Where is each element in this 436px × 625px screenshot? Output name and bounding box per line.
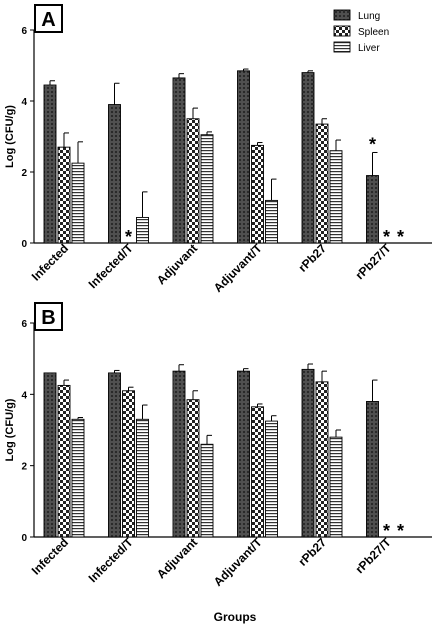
bar-lung-rpb27	[301, 368, 315, 538]
y-tick-label: 2	[21, 462, 27, 473]
bar-liver-adjuvant-t	[265, 420, 278, 538]
bar-lung-rpb27-t	[366, 175, 379, 244]
x-tick-label-adjuvant-t: Adjuvant/T	[211, 241, 265, 295]
legend-swatch-spleen	[333, 25, 351, 37]
bar-spleen-infected	[57, 384, 71, 538]
legend: Lung Spleen Liver	[333, 9, 389, 54]
bar-lung-adjuvant-t	[237, 70, 250, 244]
significance-asterisk: *	[383, 521, 390, 541]
bar-spleen-infected	[57, 146, 71, 244]
significance-asterisk: *	[397, 521, 404, 541]
y-tick-label: 0	[21, 239, 27, 250]
y-axis-title: Log (CFU/g)	[4, 398, 16, 461]
bar-lung-adjuvant	[172, 370, 186, 538]
y-tick-label: 4	[21, 97, 27, 108]
x-axis-title: Groups	[214, 610, 257, 624]
bar-spleen-rpb27	[315, 381, 329, 538]
x-tick-label-infected: Infected	[29, 535, 71, 577]
bar-lung-rpb27-t	[366, 401, 379, 538]
x-tick-label-adjuvant-t: Adjuvant/T	[211, 535, 265, 589]
bar-liver-infected	[71, 162, 85, 244]
x-tick-label-adjuvant: Adjuvant	[154, 241, 200, 287]
y-tick-label: 6	[21, 26, 27, 37]
bar-lung-rpb27	[301, 72, 315, 244]
bar-spleen-infected-t	[122, 390, 135, 538]
bar-lung-infected	[43, 84, 57, 244]
x-tick-label-infected: Infected	[29, 241, 71, 283]
bar-liver-infected	[71, 418, 85, 538]
bar-lung-adjuvant	[172, 77, 186, 244]
bar-liver-adjuvant	[200, 443, 214, 538]
legend-swatch-lung	[333, 9, 351, 21]
bar-spleen-adjuvant	[186, 399, 200, 538]
y-tick-label: 6	[21, 319, 27, 330]
bar-lung-infected-t	[108, 372, 121, 538]
bar-spleen-rpb27	[315, 123, 329, 244]
bar-lung-infected-t	[108, 104, 121, 244]
y-tick-label: 2	[21, 168, 27, 179]
x-tick-label-rpb27: rPb27	[296, 241, 330, 275]
x-tick-label-infected-t: Infected/T	[86, 241, 136, 291]
panel-label-box	[34, 4, 63, 33]
bar-liver-adjuvant	[200, 134, 214, 244]
bar-liver-infected-t	[136, 216, 149, 244]
legend-label-spleen: Spleen	[358, 27, 389, 38]
bar-lung-infected	[43, 372, 57, 538]
bar-lung-adjuvant-t	[237, 370, 250, 538]
y-tick-label: 4	[21, 390, 27, 401]
legend-label-liver: Liver	[358, 43, 380, 54]
bar-spleen-adjuvant	[186, 118, 200, 244]
panel-b: B Log (CFU/g) 0 2 4 6 Infected Infected/T Adjuva…	[4, 302, 432, 589]
significance-asterisk: *	[383, 227, 390, 247]
bar-spleen-adjuvant-t	[251, 144, 264, 244]
significance-asterisk: *	[369, 134, 376, 154]
y-axis-title: Log (CFU/g)	[4, 105, 16, 168]
y-tick-label: 0	[21, 533, 27, 544]
bar-liver-adjuvant-t	[265, 199, 278, 244]
x-tick-label-rpb27: rPb27	[296, 535, 330, 569]
x-tick-label-adjuvant: Adjuvant	[154, 535, 200, 581]
bar-liver-rpb27	[329, 436, 343, 538]
legend-swatch-liver	[333, 41, 351, 53]
bar-liver-infected-t	[136, 418, 149, 538]
panel-label-box	[34, 302, 63, 331]
significance-asterisk: *	[125, 227, 132, 247]
legend-label-lung: Lung	[358, 11, 380, 22]
panel-label: A	[41, 9, 55, 31]
bar-spleen-adjuvant-t	[251, 406, 264, 538]
x-tick-label-infected-t: Infected/T	[86, 535, 136, 585]
bar-liver-rpb27	[329, 150, 343, 244]
significance-asterisk: *	[397, 227, 404, 247]
panel-label: B	[41, 307, 55, 329]
